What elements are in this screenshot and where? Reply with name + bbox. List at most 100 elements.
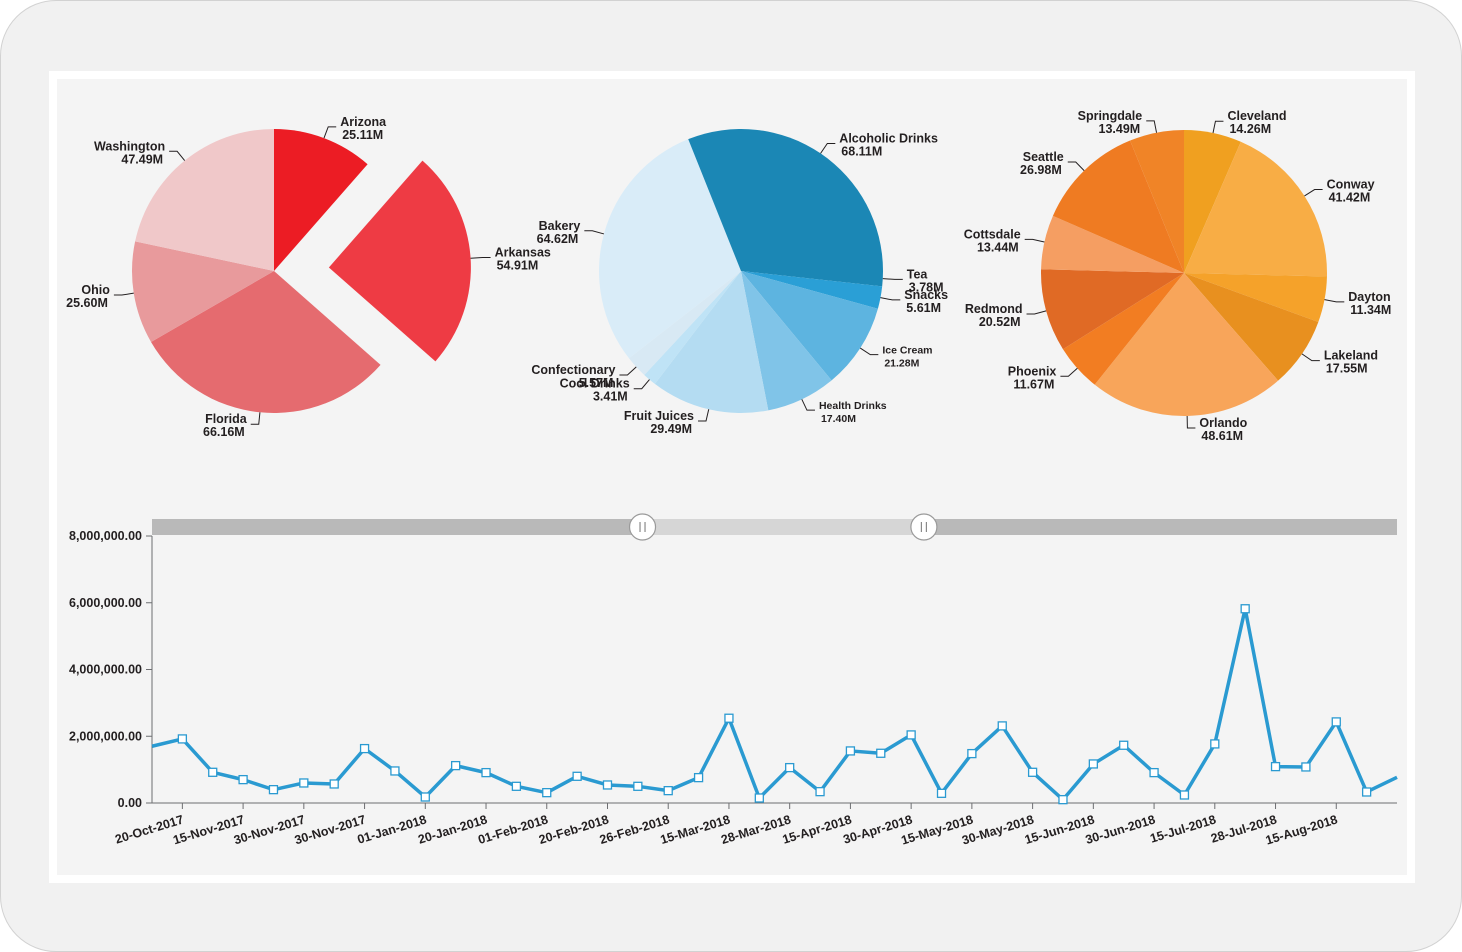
pie-slice-conway[interactable] [1184,141,1327,277]
pie-slice-springdale[interactable] [1130,130,1184,273]
data-point-marker[interactable] [329,779,339,789]
pie-slice-bakery[interactable] [599,139,741,359]
data-point-marker[interactable] [299,778,309,788]
slice-label: Arizona [340,115,387,129]
data-point-marker[interactable] [602,780,613,790]
pie-slice-redmond[interactable] [1041,269,1184,350]
data-point-marker[interactable] [1240,604,1250,614]
pie-slice-alcoholic-drinks[interactable] [688,129,883,271]
slice-value: 21.28M [884,358,919,370]
data-point-marker[interactable] [208,767,218,777]
data-point-marker[interactable] [997,721,1007,731]
pie-slice-seattle[interactable] [1052,140,1184,273]
y-tick-label: 0.00 [118,796,142,810]
data-point-marker[interactable] [724,713,734,723]
line-chart-sales: 8,000,000.00 6,000,000.00 4,000,000.00 2,00… [69,513,1398,848]
data-point-marker[interactable] [815,787,825,797]
data-point-marker[interactable] [1210,739,1220,749]
range-handle-left[interactable] [628,513,657,541]
data-point-marker[interactable] [663,786,673,796]
slice-value: 29.49M [650,422,692,436]
data-point-marker[interactable] [481,767,491,778]
x-tick-label: 15-Jul-2018 [1148,812,1217,845]
slice-label: Bakery [539,219,581,233]
data-point-marker[interactable] [1058,795,1068,805]
data-point-marker[interactable] [420,792,430,802]
slice-label: Alcoholic Drinks [839,131,938,145]
pie-slice-cleveland[interactable] [1184,130,1241,273]
pie-slice-florida[interactable] [151,271,381,413]
pie-slice-ice-cream[interactable] [741,271,878,381]
data-point-marker[interactable] [906,730,916,740]
leader-line [880,297,901,301]
data-point-marker[interactable] [359,743,370,754]
data-point-marker[interactable] [785,762,795,773]
pie-slice-phoenix[interactable] [1062,273,1184,385]
data-point-marker[interactable] [633,781,643,791]
leader-line [1186,415,1196,429]
data-point-marker[interactable] [754,793,764,803]
data-point-marker[interactable] [936,788,947,798]
pie-slice-lakeland[interactable] [1184,273,1319,381]
slice-label: Cleveland [1227,109,1286,123]
dashboard-panel: Arizona 25.11M Arkansas 54.91M Florida 66.16M… [57,79,1407,875]
slice-label: Orlando [1199,416,1247,430]
slice-value: 26.98M [1020,163,1062,177]
pie-slice-snacks[interactable] [741,271,883,309]
slice-label: Tea [907,267,929,281]
pie-slice-washington[interactable] [135,129,274,271]
slice-label: Ice Cream [882,345,932,357]
pie-slice-ohio[interactable] [132,241,274,342]
data-point-marker[interactable] [572,771,582,781]
data-point-marker[interactable] [268,785,279,795]
data-point-marker[interactable] [693,772,704,783]
data-point-marker[interactable] [511,781,522,791]
slice-value: 64.62M [537,232,579,246]
data-point-marker[interactable] [1088,759,1098,769]
data-point-marker[interactable] [1270,761,1281,772]
data-point-marker[interactable] [451,760,461,771]
slice-label: Lakeland [1324,349,1378,363]
sales-line [151,607,1398,802]
data-point-marker[interactable] [845,746,856,756]
slice-label: Florida [205,412,248,426]
pie-slice-health-drinks[interactable] [741,271,832,411]
data-point-marker[interactable] [1149,767,1159,778]
slice-value: 68.11M [841,144,882,158]
data-point-marker[interactable] [542,788,552,798]
slice-value: 13.44M [977,240,1019,254]
slice-label: Cottsdale [964,227,1021,241]
slice-value: 20.52M [979,315,1021,329]
data-point-marker[interactable] [1301,762,1311,772]
pie-slice-cool-drinks[interactable] [644,271,741,384]
slice-value: 17.55M [1326,362,1368,376]
leader-line [1212,120,1224,134]
data-point-marker[interactable] [1331,717,1341,727]
slice-value: 25.11M [342,128,383,142]
pie-slice-arkansas[interactable] [328,160,471,362]
pie-slice-fruit-juices[interactable] [654,271,769,413]
screen: Arizona 25.11M Arkansas 54.91M Florida 66.16M… [49,71,1415,883]
slice-label: Ohio [81,283,110,297]
data-point-marker[interactable] [967,748,977,759]
pie-slice-cottsdale[interactable] [1041,215,1184,273]
slice-label: Arkansas [495,246,551,260]
range-selector-window[interactable] [642,519,924,535]
data-point-marker[interactable] [1027,767,1038,777]
data-point-marker[interactable] [177,734,188,744]
pie-slice-orlando[interactable] [1094,273,1279,417]
data-point-marker[interactable] [238,774,248,785]
data-point-marker[interactable] [1361,787,1372,797]
pie-slice-arizona[interactable] [274,129,368,271]
pie-slice-confectionary[interactable] [628,271,741,375]
data-point-marker[interactable] [876,748,886,758]
data-point-marker[interactable] [390,766,400,776]
leader-line [1301,353,1320,362]
pie-slice-dayton[interactable] [1184,273,1327,322]
pie-slice-tea[interactable] [741,271,883,287]
range-handle-right[interactable] [910,513,938,541]
data-point-marker[interactable] [1119,740,1129,750]
data-point-marker[interactable] [1179,790,1190,800]
